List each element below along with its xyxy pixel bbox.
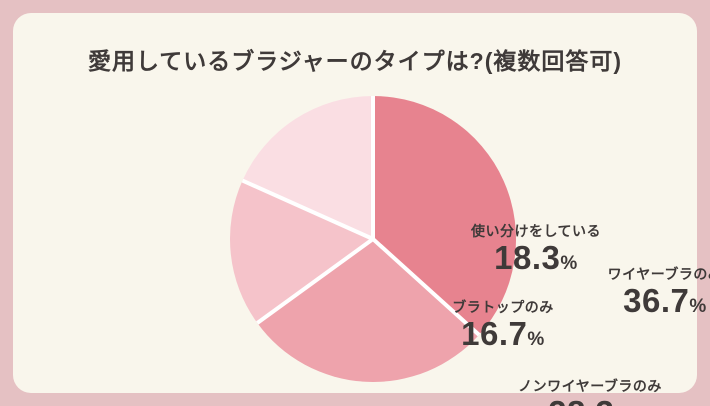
slice-label-nonwire-bra: ノンワイヤーブラのみ 28.3% — [518, 378, 662, 406]
percent-sign: % — [560, 252, 578, 274]
chart-title: 愛用しているブラジャーのタイプは?(複数回答可) — [87, 48, 623, 74]
chart-card: 愛用しているブラジャーのタイプは?(複数回答可) ワイヤーブラのみ 36.7% … — [13, 13, 710, 406]
pie-svg — [230, 96, 516, 382]
slice-separator — [256, 237, 375, 325]
slice-name: ワイヤーブラのみ — [607, 265, 710, 282]
slice-value: 28.3% — [518, 395, 662, 406]
slice-percent-number: 28.3 — [548, 393, 614, 406]
slice-separator — [371, 237, 481, 337]
percent-sign: % — [689, 295, 707, 317]
slice-separator — [241, 178, 374, 241]
slice-value: 36.7% — [608, 283, 710, 318]
pie-slice — [373, 96, 516, 335]
pie-slice — [230, 180, 373, 324]
pie-slice — [257, 239, 480, 382]
pie-chart: ワイヤーブラのみ 36.7% ノンワイヤーブラのみ 28.3% ブラトップのみ … — [230, 96, 710, 406]
slice-name: ノンワイヤーブラのみ — [518, 377, 662, 394]
pie-slice — [242, 96, 373, 239]
slice-percent-number: 36.7 — [623, 281, 690, 319]
percent-sign: % — [527, 328, 545, 350]
slice-label-wire-bra: ワイヤーブラのみ 36.7% — [608, 266, 710, 318]
